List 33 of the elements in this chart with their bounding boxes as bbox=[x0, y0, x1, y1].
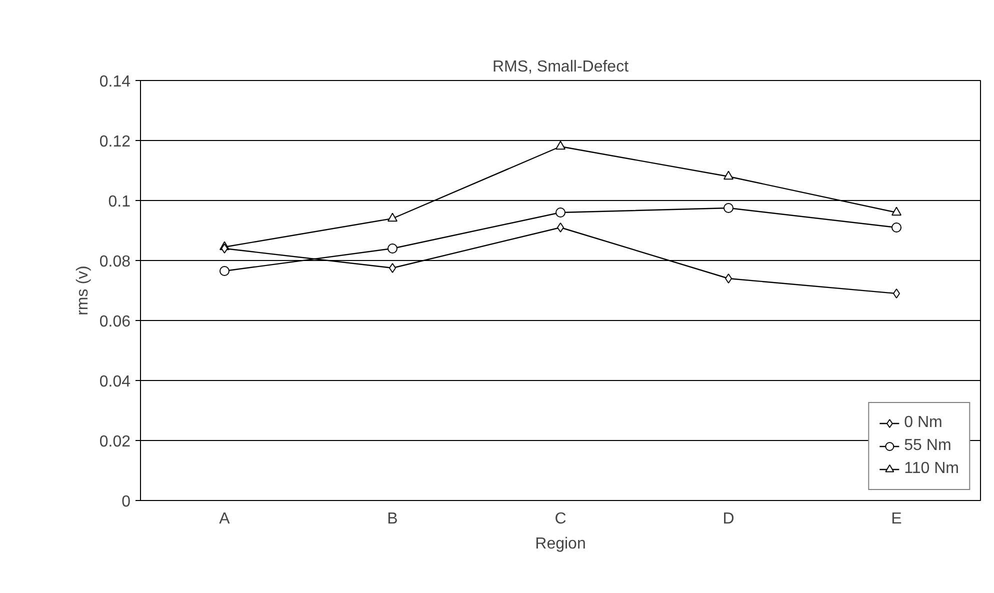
point bbox=[220, 266, 230, 276]
point bbox=[556, 140, 566, 150]
y-tick-label: 0.1 bbox=[108, 194, 131, 210]
y-tick-label: 0.06 bbox=[99, 314, 131, 330]
x-tick-label: D bbox=[722, 510, 734, 528]
point bbox=[389, 263, 396, 273]
y-axis-title: rms (v) bbox=[74, 266, 92, 316]
point bbox=[725, 274, 732, 284]
y-tick-label: 0 bbox=[122, 494, 131, 510]
y-tick-label: 0.12 bbox=[99, 134, 131, 150]
legend-label: 55 Nm bbox=[904, 437, 952, 455]
x-tick-label: E bbox=[891, 510, 902, 528]
point bbox=[892, 206, 902, 216]
legend-label: 0 Nm bbox=[904, 414, 942, 432]
point bbox=[557, 222, 564, 232]
point bbox=[892, 222, 902, 232]
x-tick-label: B bbox=[387, 510, 398, 528]
legend-label: 110 Nm bbox=[904, 460, 959, 478]
point bbox=[221, 244, 228, 254]
point bbox=[388, 244, 398, 254]
x-tick-label: A bbox=[219, 510, 230, 528]
y-tick-label: 0.02 bbox=[99, 434, 131, 450]
x-tick-label: C bbox=[554, 510, 566, 528]
point bbox=[724, 203, 734, 213]
point bbox=[388, 212, 398, 222]
x-axis-title: Region bbox=[535, 536, 586, 552]
chart-title: RMS, Small-Defect bbox=[492, 58, 630, 76]
point bbox=[556, 208, 566, 218]
y-tick-label: 0.08 bbox=[99, 254, 131, 270]
y-tick-label: 0.04 bbox=[99, 374, 131, 390]
point bbox=[724, 170, 734, 180]
point bbox=[893, 288, 900, 298]
y-tick-label: 0.14 bbox=[99, 74, 131, 90]
